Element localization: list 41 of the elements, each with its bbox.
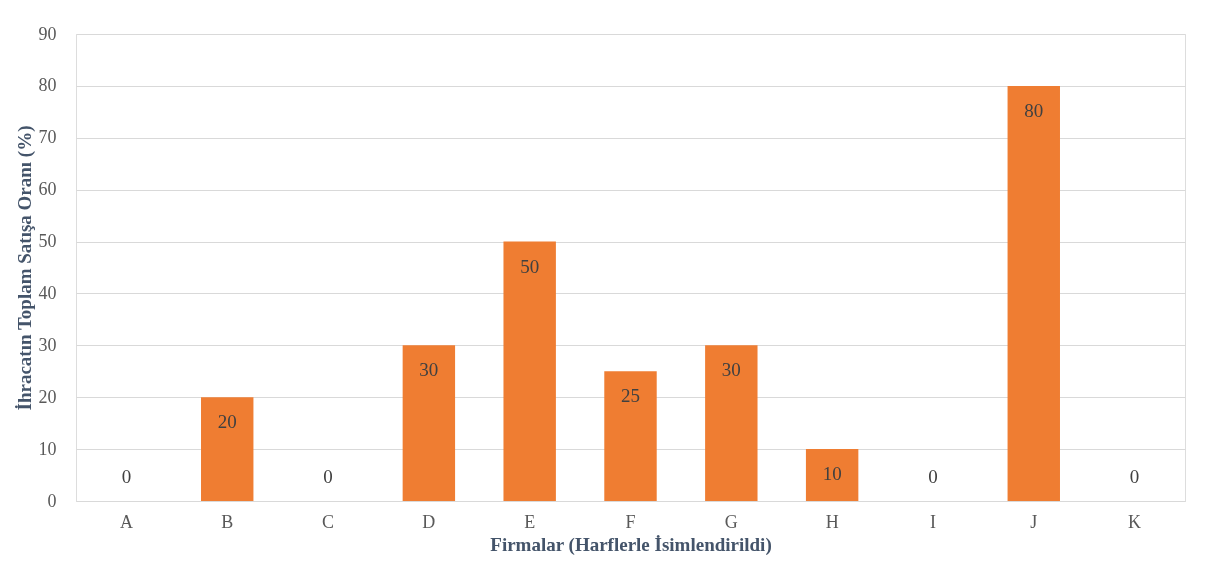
x-tick-label: E <box>524 511 536 532</box>
y-tick-label: 0 <box>47 490 57 511</box>
x-axis-title: Firmalar (Harflerle İsimlendirildi) <box>490 533 772 556</box>
y-tick-label: 10 <box>38 438 57 459</box>
bar <box>201 397 254 501</box>
y-tick-label: 30 <box>38 334 57 355</box>
bar <box>705 345 758 501</box>
data-label: 25 <box>621 385 640 407</box>
data-label: 10 <box>822 463 842 485</box>
x-tick-label: J <box>1030 511 1038 532</box>
y-tick-label: 50 <box>38 231 57 252</box>
data-label: 0 <box>121 466 132 487</box>
bar <box>503 241 556 501</box>
data-label: 30 <box>721 359 741 381</box>
y-tick-label: 90 <box>38 23 57 44</box>
y-tick-label: 80 <box>38 75 57 96</box>
y-tick-label: 70 <box>38 127 57 148</box>
y-tick-label: 60 <box>38 179 57 200</box>
data-label: 0 <box>1129 466 1140 487</box>
data-label: 0 <box>323 466 333 487</box>
bar <box>604 371 657 501</box>
x-tick-label: D <box>422 511 436 532</box>
y-axis-title: İhracatın Toplam Satışa Oranı (%) <box>13 125 36 411</box>
x-tick-label: C <box>322 511 335 532</box>
x-tick-label: G <box>724 511 738 532</box>
bar <box>1007 85 1060 501</box>
data-label: 50 <box>520 255 540 277</box>
x-tick-label: I <box>929 511 936 532</box>
x-tick-label: F <box>625 511 636 532</box>
x-tick-label: A <box>119 511 133 532</box>
bar <box>402 345 456 501</box>
data-label: 20 <box>217 411 237 433</box>
y-tick-label: 40 <box>38 282 57 303</box>
x-tick-label: B <box>221 511 234 532</box>
x-tick-label: K <box>1128 511 1142 532</box>
data-label: 0 <box>928 466 938 487</box>
data-label: 30 <box>419 359 439 381</box>
y-tick-label: 20 <box>38 386 57 407</box>
bar <box>805 449 859 501</box>
x-tick-label: H <box>825 511 839 532</box>
data-label: 80 <box>1024 99 1044 121</box>
